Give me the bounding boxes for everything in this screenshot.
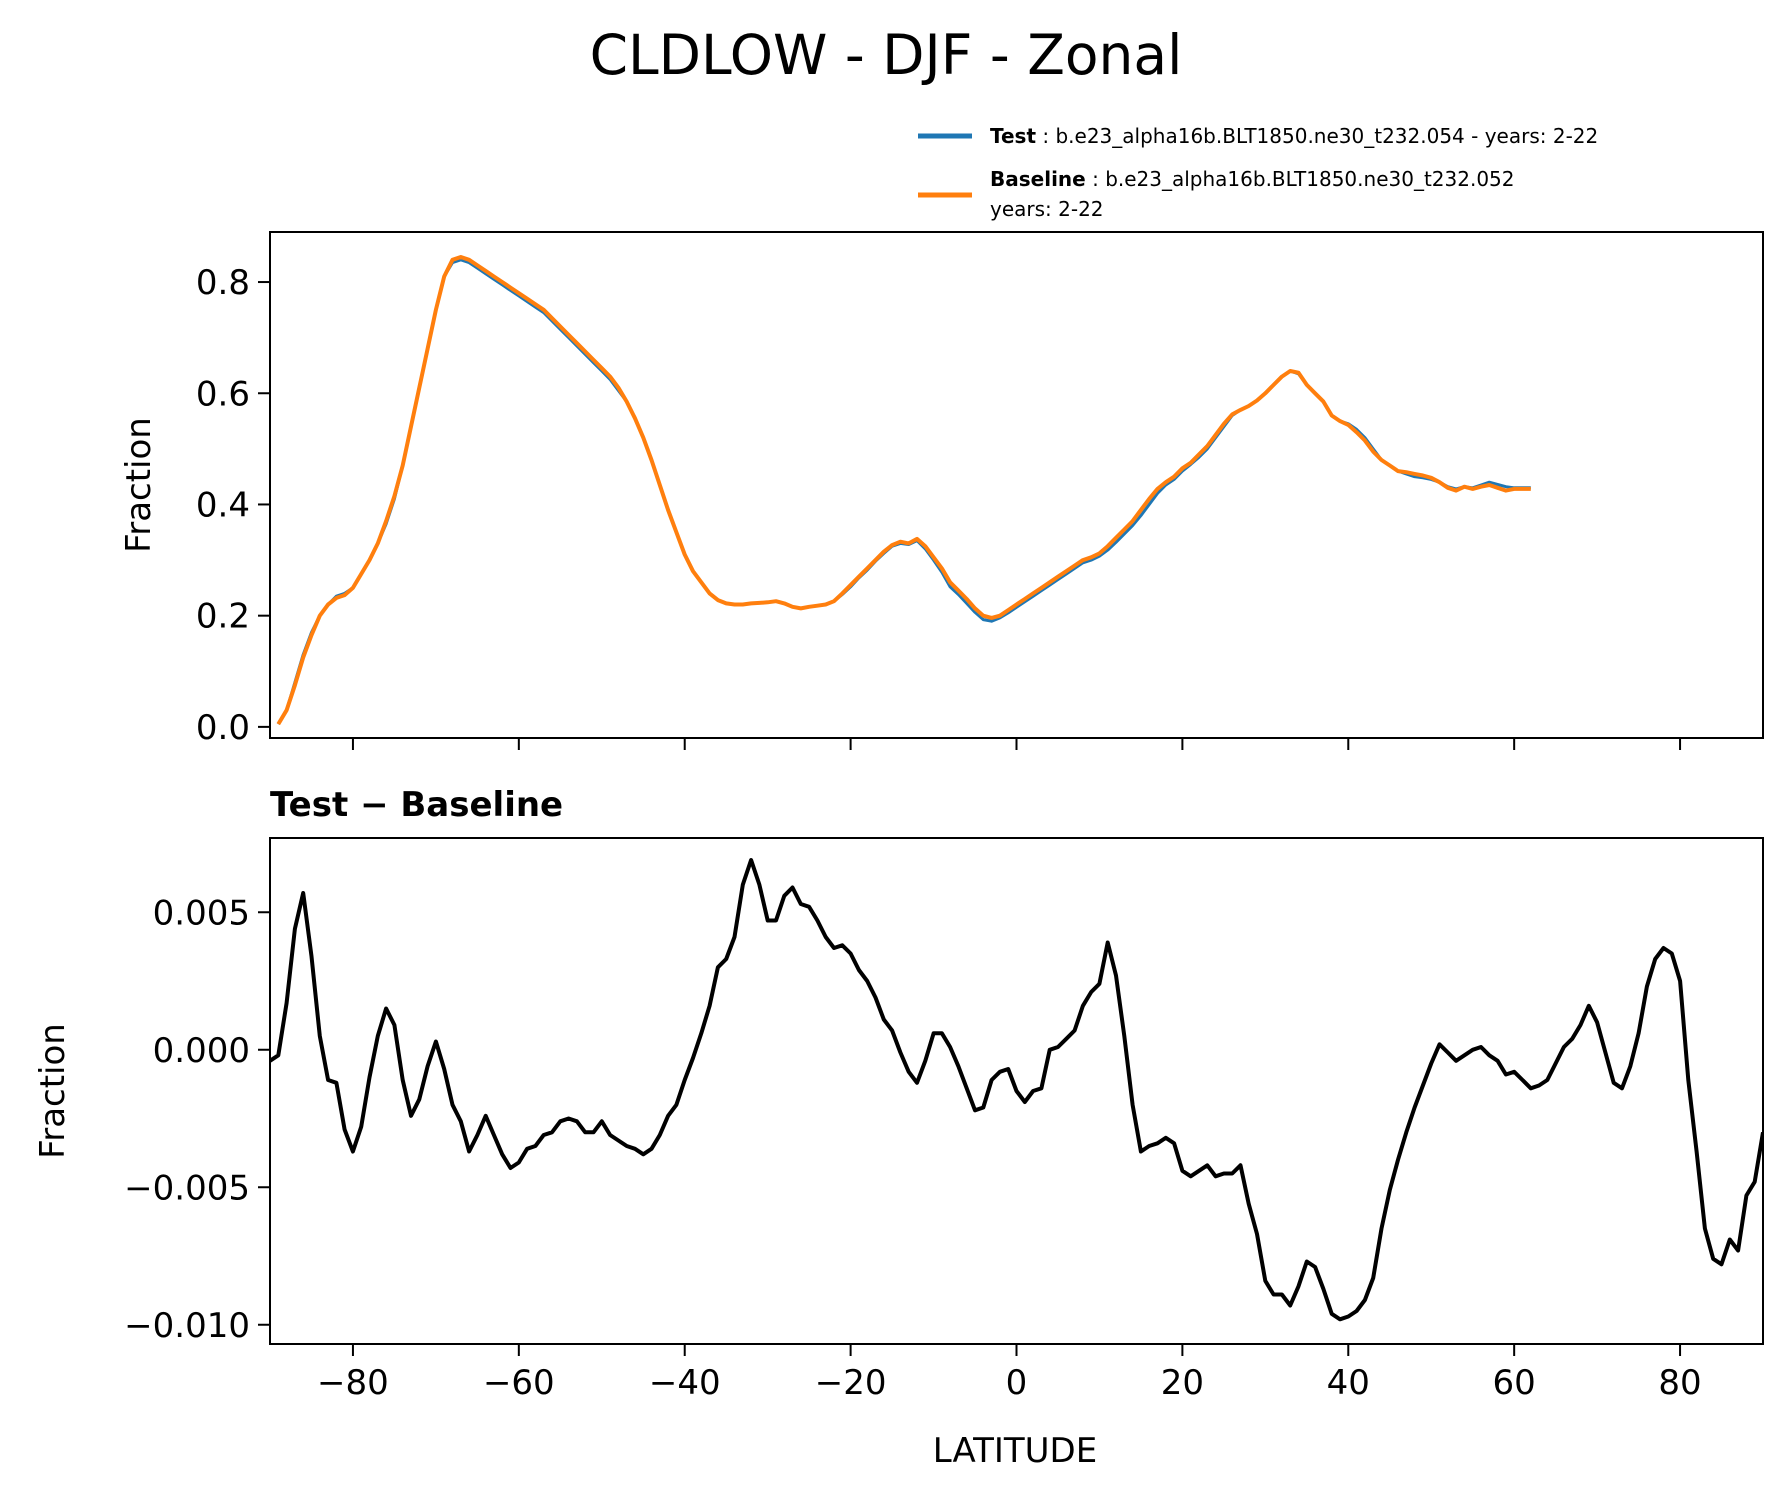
- x-tick-label: −60: [483, 1363, 555, 1403]
- top-x-ticks: [351, 738, 1682, 750]
- legend-label-test: Test : b.e23_alpha16b.BLT1850.ne30_t232.…: [990, 124, 1598, 148]
- top-y-axis-label: Fraction: [119, 417, 159, 553]
- legend-label-baseline-line2: years: 2-22: [990, 197, 1104, 221]
- y-tick-label: 0.2: [196, 597, 250, 637]
- y-tick-label: 0.4: [196, 485, 250, 525]
- bottom-x-ticks: −80 −60 −40 −20 0 20 40 60 80: [317, 1344, 1702, 1403]
- series-line-test: [277, 258, 1531, 725]
- legend-label-test-text: : b.e23_alpha16b.BLT1850.ne30_t232.054 -…: [1036, 124, 1598, 148]
- bottom-panel: Test − Baseline 0.005 0.000 −0.005 −0.010 −…: [33, 785, 1764, 1403]
- x-axis-label: LATITUDE: [933, 1431, 1097, 1471]
- x-tick-label: 60: [1493, 1363, 1536, 1403]
- series-line-difference: [270, 858, 1763, 1322]
- bottom-panel-title: Test − Baseline: [270, 785, 563, 825]
- y-tick-label: 0.0: [196, 708, 250, 748]
- y-tick-label: 0.8: [196, 263, 250, 303]
- top-y-ticks: 0.0 0.2 0.4 0.6 0.8: [196, 263, 270, 748]
- bottom-axes-frame: [269, 837, 1764, 1345]
- bottom-series: [270, 858, 1763, 1322]
- legend: Test : b.e23_alpha16b.BLT1850.ne30_t232.…: [918, 124, 1598, 221]
- x-tick-label: −20: [815, 1363, 887, 1403]
- legend-label-baseline: Baseline : b.e23_alpha16b.BLT1850.ne30_t…: [990, 167, 1515, 191]
- chart-title: CLDLOW - DJF - Zonal: [590, 23, 1183, 87]
- legend-label-baseline-text: : b.e23_alpha16b.BLT1850.ne30_t232.052: [1086, 167, 1515, 191]
- x-tick-label: 0: [1006, 1363, 1028, 1403]
- top-axes-frame: [269, 231, 1764, 739]
- x-tick-label: 40: [1327, 1363, 1370, 1403]
- top-series: [276, 255, 1531, 726]
- x-tick-label: −80: [317, 1363, 389, 1403]
- series-line-baseline: [276, 255, 1531, 726]
- y-tick-label: −0.010: [124, 1306, 250, 1346]
- bottom-y-axis-label: Fraction: [33, 1023, 73, 1159]
- y-tick-label: −0.005: [124, 1168, 250, 1208]
- x-tick-label: 20: [1161, 1363, 1204, 1403]
- y-tick-label: 0.005: [153, 893, 250, 933]
- x-tick-label: 80: [1658, 1363, 1701, 1403]
- x-tick-label: −40: [649, 1363, 721, 1403]
- y-tick-label: 0.000: [153, 1031, 250, 1071]
- bottom-y-ticks: 0.005 0.000 −0.005 −0.010: [124, 893, 270, 1346]
- top-panel: 0.0 0.2 0.4 0.6 0.8 Fraction: [119, 231, 1764, 750]
- y-tick-label: 0.6: [196, 374, 250, 414]
- legend-label-test-bold: Test: [990, 124, 1036, 148]
- legend-label-baseline-bold: Baseline: [990, 167, 1086, 191]
